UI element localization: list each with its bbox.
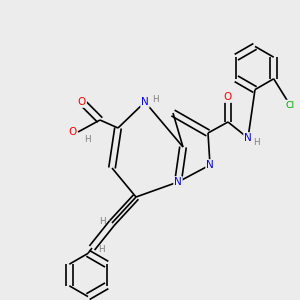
Text: N: N [174, 177, 182, 187]
Text: O: O [68, 127, 76, 137]
Text: H: H [99, 217, 105, 226]
Text: O: O [224, 92, 232, 102]
Text: O: O [78, 97, 86, 107]
Text: Cl: Cl [285, 100, 295, 109]
Text: H: H [254, 138, 260, 147]
Text: H: H [85, 135, 91, 144]
Text: H: H [99, 245, 105, 254]
Text: N: N [244, 133, 252, 143]
Text: N: N [206, 160, 214, 170]
Text: H: H [152, 95, 158, 104]
Text: N: N [141, 97, 149, 107]
